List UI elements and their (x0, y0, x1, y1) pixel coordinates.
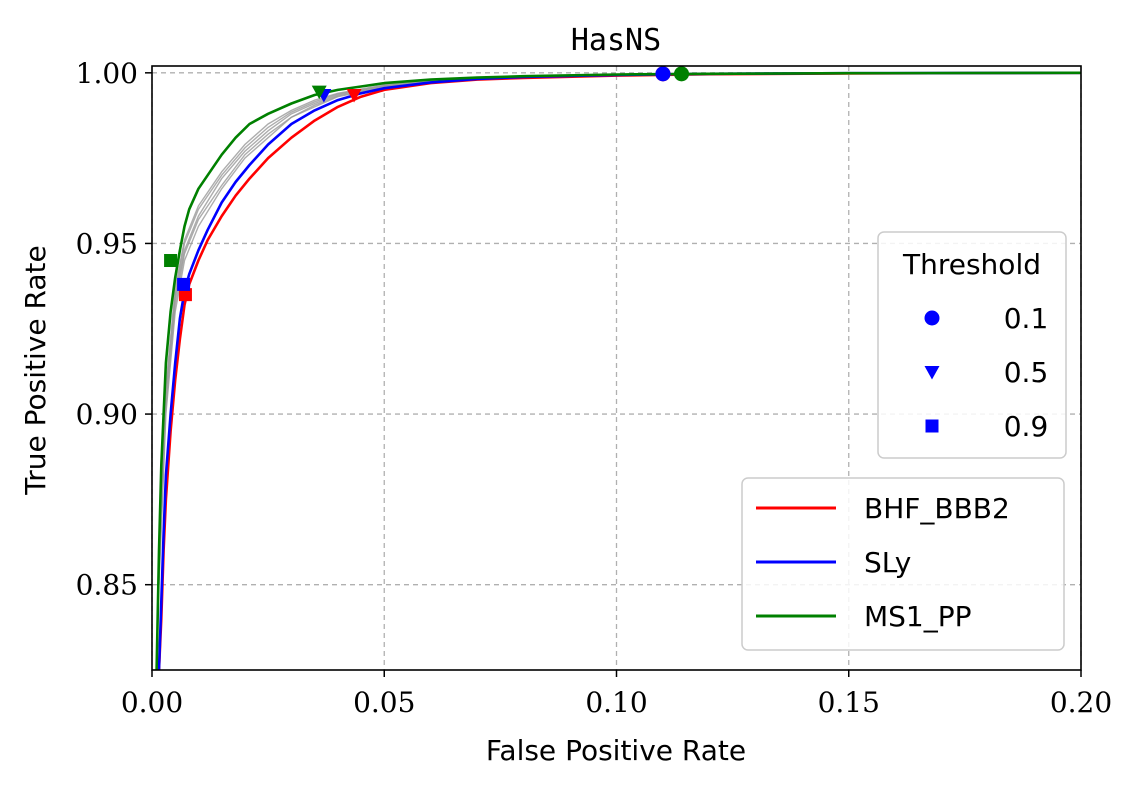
y-tick-label: 0.85 (76, 569, 138, 602)
x-tick-label: 0.15 (818, 686, 880, 719)
x-tick-label: 0.20 (1050, 686, 1112, 719)
threshold-marker-square (178, 288, 192, 302)
x-tick-label: 0.10 (585, 686, 647, 719)
chart-title: HasNS (571, 23, 661, 58)
threshold-legend: Threshold 0.1 0.5 0.9 (877, 231, 1067, 459)
x-axis-label: False Positive Rate (486, 734, 746, 767)
threshold-marker-triangle (311, 85, 327, 100)
y-tick-label: 1.00 (76, 57, 138, 90)
x-tick-label: 0.00 (121, 686, 183, 719)
threshold-marker-square (164, 254, 178, 268)
threshold-marker-circle (655, 66, 671, 82)
threshold-marker-triangle (346, 89, 362, 103)
threshold-legend-label: 0.5 (1004, 356, 1049, 389)
y-tick-label: 0.95 (76, 227, 138, 260)
x-tick-label: 0.05 (353, 686, 415, 719)
threshold-legend-label: 0.1 (1004, 302, 1049, 335)
axis-ticks: 0.00 0.05 0.10 0.15 0.20 0.85 0.90 0.95 1.00 (76, 57, 1113, 719)
series-legend: BHF_BBB2 SLy MS1_PP (741, 477, 1065, 651)
legend-marker-square-icon (925, 419, 939, 433)
legend-marker-circle-icon (924, 310, 940, 326)
threshold-legend-label: 0.9 (1004, 410, 1049, 443)
threshold-marker-square (177, 277, 191, 291)
roc-curve-ms1-pp (155, 71, 1082, 671)
threshold-legend-frame (877, 231, 1067, 459)
threshold-marker-circle (674, 66, 690, 82)
series-legend-label: BHF_BBB2 (864, 492, 1010, 525)
series-legend-label: MS1_PP (864, 600, 972, 633)
legend-marker-triangle-icon (924, 366, 940, 380)
roc-curves (155, 71, 1082, 671)
threshold-legend-title: Threshold (902, 248, 1041, 281)
y-axis-label: True Positive Rate (19, 245, 52, 495)
series-legend-label: SLy (864, 546, 911, 579)
threshold-markers (164, 66, 690, 302)
series-legend-frame (741, 477, 1065, 651)
y-tick-label: 0.90 (76, 398, 138, 431)
